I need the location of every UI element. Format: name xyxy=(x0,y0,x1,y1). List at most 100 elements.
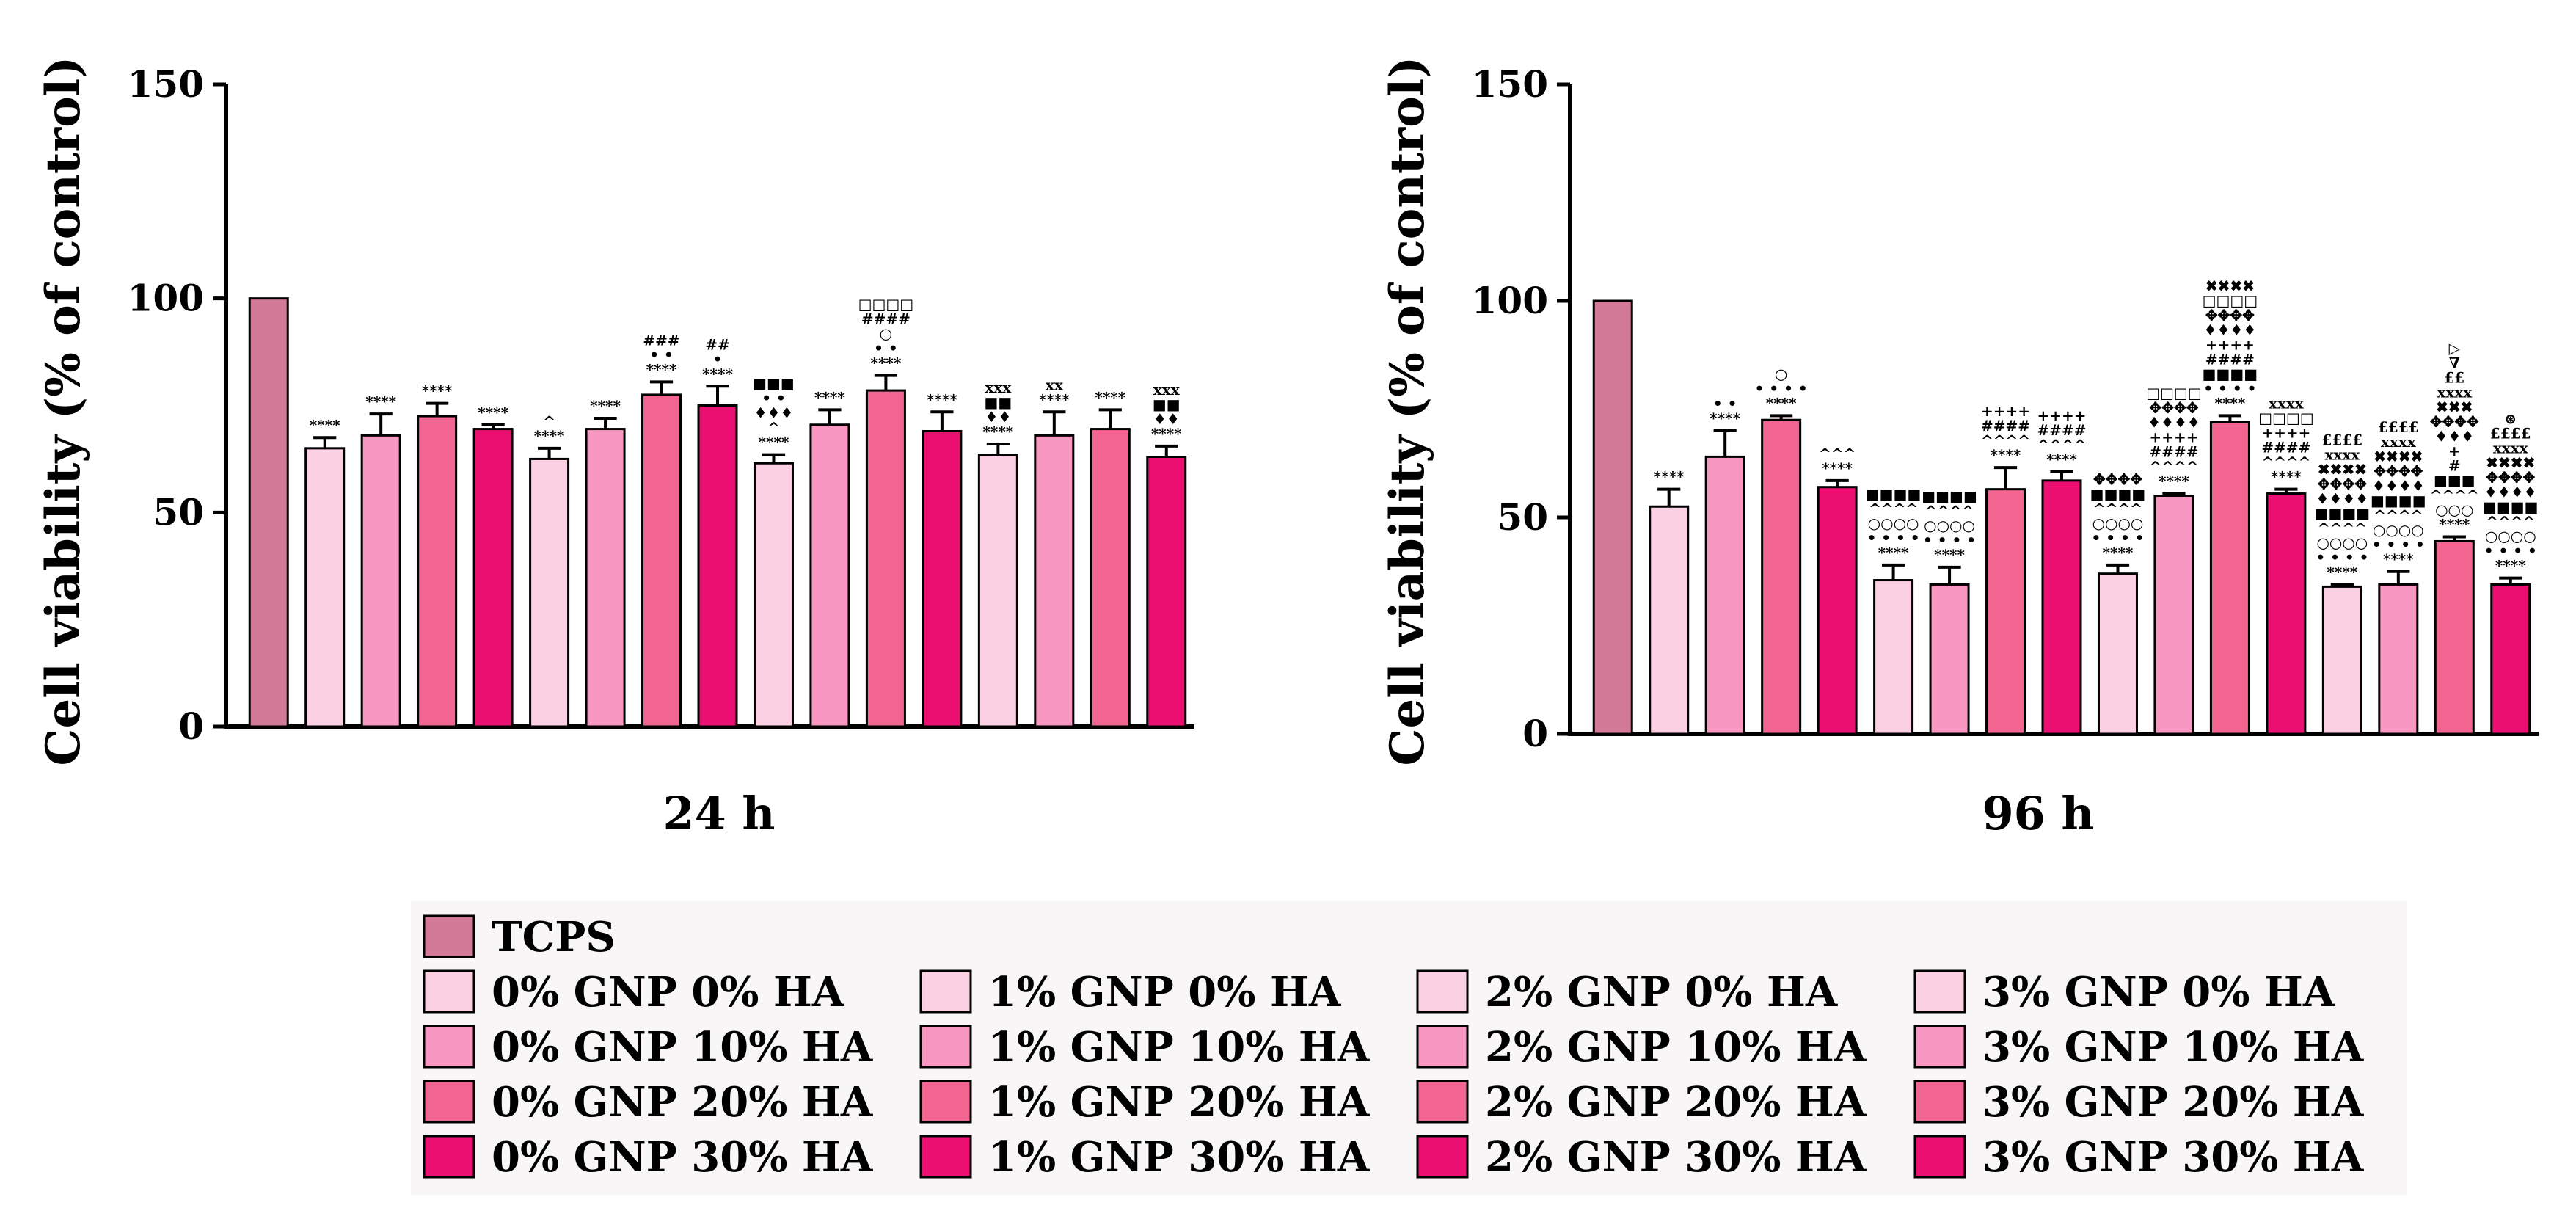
significance-marker: ### xyxy=(643,331,679,349)
significance-marker: • • • • xyxy=(2484,542,2537,560)
legend-label: 1% GNP 10% HA xyxy=(988,1023,1371,1071)
significance-marker: ^ xyxy=(767,419,780,437)
significance-marker: xxxx xyxy=(2493,440,2529,457)
y-tick-label: 50 xyxy=(153,490,204,534)
significance-marker: #### xyxy=(1981,417,2030,434)
significance-marker: **** xyxy=(534,427,565,445)
legend-label: 2% GNP 20% HA xyxy=(1485,1078,1867,1127)
significance-marker: **** xyxy=(870,354,901,372)
significance-marker: **** xyxy=(365,393,396,410)
significance-marker: ✥✥✥✥ xyxy=(2430,413,2479,431)
significance-marker: ^^^^ xyxy=(2037,436,2086,454)
legend-swatch xyxy=(919,1080,972,1124)
significance-marker: ✖✖✖✖ xyxy=(2374,448,2423,465)
bar xyxy=(1929,583,1970,735)
bar xyxy=(2490,583,2531,735)
significance-marker: **** xyxy=(1710,410,1740,427)
y-tick-label: 0 xyxy=(178,705,204,748)
significance-marker: ^^^^ xyxy=(2318,519,2367,536)
bar xyxy=(1873,579,1914,735)
y-axis-title: Cell viability (% of control) xyxy=(1380,57,1435,766)
chart-24h: Cell viability (% of control) 24 h 0 50 10… xyxy=(36,57,1194,840)
significance-marker: ^^^^ xyxy=(2486,513,2535,531)
significance-marker: xxxx xyxy=(2381,433,2417,451)
significance-marker: ✥✥✥✥ xyxy=(2318,475,2367,492)
legend-swatch xyxy=(423,914,475,958)
significance-marker: ++++ xyxy=(2149,429,2198,446)
significance-marker: ♦♦♦♦ xyxy=(2148,414,2200,432)
significance-marker: ○ xyxy=(880,325,892,343)
legend-swatch xyxy=(1416,1135,1469,1179)
bar xyxy=(1985,488,2026,735)
significance-marker: **** xyxy=(2327,563,2357,581)
significance-marker: ✥✥✥✥ xyxy=(2149,399,2198,417)
significance-marker: ^ xyxy=(543,412,555,430)
bar xyxy=(585,428,626,728)
legend-label: 0% GNP 0% HA xyxy=(492,968,845,1016)
significance-marker: • • • • xyxy=(1923,531,1976,549)
significance-marker: □□□□ xyxy=(858,296,914,313)
significance-marker: ++++ xyxy=(1981,402,2030,420)
bar xyxy=(1592,299,1633,735)
significance-marker: **** xyxy=(1039,390,1070,408)
significance-marker: ✖✖✖✖ xyxy=(2205,277,2255,294)
bar xyxy=(641,393,682,728)
significance-marker: **** xyxy=(478,404,508,421)
significance-marker: • • xyxy=(1713,395,1737,412)
chart-96h: Cell viability (% of control) 96 h 0 50 10… xyxy=(1380,57,2539,840)
significance-marker: xxxx xyxy=(2325,445,2361,463)
bar xyxy=(1761,418,1802,735)
significance-marker: ∇ xyxy=(2449,354,2460,372)
significance-marker: #### xyxy=(861,310,911,328)
bar xyxy=(753,462,794,728)
bar xyxy=(1649,505,1690,735)
legend-label: 2% GNP 30% HA xyxy=(1485,1133,1867,1182)
significance-marker: ○ xyxy=(1775,365,1787,382)
legend-swatch xyxy=(1416,1080,1469,1124)
significance-marker: • • • • xyxy=(2316,548,2368,566)
significance-marker: ^^^^ xyxy=(2374,506,2423,524)
significance-marker: ■■■■ xyxy=(2371,492,2426,509)
significance-marker: **** xyxy=(2103,544,2134,561)
legend-label: 0% GNP 30% HA xyxy=(492,1133,874,1182)
significance-marker: ○○○○ xyxy=(1924,517,1975,534)
significance-marker: #### xyxy=(2261,439,2310,456)
significance-marker: ♦♦♦ xyxy=(754,404,794,422)
significance-marker: ✥✥✥✥ xyxy=(2374,462,2423,480)
significance-marker: **** xyxy=(1095,388,1125,406)
significance-marker: #### xyxy=(2037,421,2086,439)
chart-title: 96 h xyxy=(1982,787,2095,840)
significance-marker: **** xyxy=(310,416,340,434)
bar xyxy=(697,404,738,728)
significance-marker: ■■■■ xyxy=(2090,485,2146,503)
significance-marker: □□□□ xyxy=(2258,410,2314,427)
bar xyxy=(865,389,906,728)
significance-marker: + xyxy=(2448,443,2461,460)
legend-label: 1% GNP 20% HA xyxy=(988,1078,1371,1127)
legend-swatch xyxy=(1416,1025,1469,1069)
y-tick-label: 150 xyxy=(1472,62,1548,106)
significance-marker: xxx xyxy=(1153,381,1181,399)
significance-marker: ^^^^ xyxy=(2261,454,2310,471)
significance-marker: ✖✖✖✖ xyxy=(2318,460,2367,478)
significance-marker: ^^^^ xyxy=(2149,458,2198,476)
significance-marker: **** xyxy=(759,434,789,451)
bar xyxy=(1034,434,1075,728)
significance-marker: ++++ xyxy=(2205,335,2255,353)
significance-marker: ■■■■ xyxy=(2315,504,2371,522)
legend-swatch xyxy=(1416,969,1469,1014)
bar xyxy=(417,415,458,728)
bar xyxy=(2266,492,2307,735)
bar xyxy=(2041,479,2082,735)
significance-marker: ○○○○ xyxy=(2485,528,2536,545)
significance-marker: • • • • xyxy=(2372,536,2425,553)
significance-marker: ⊛ xyxy=(2504,410,2517,428)
significance-marker: xx xyxy=(1046,376,1064,393)
legend-label: 3% GNP 30% HA xyxy=(1982,1133,2365,1182)
significance-marker: □□□□ xyxy=(2203,291,2258,309)
legend-label: 2% GNP 10% HA xyxy=(1485,1023,1867,1071)
legend-background xyxy=(411,901,2407,1195)
significance-marker: ^^^ xyxy=(1819,445,1856,462)
significance-marker: **** xyxy=(814,388,845,406)
legend-swatch xyxy=(423,969,475,1014)
